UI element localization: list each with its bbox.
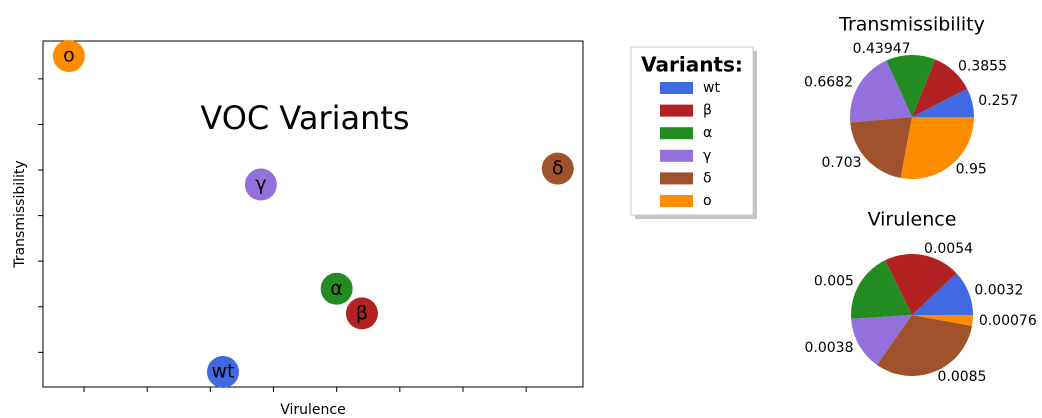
pie-title: Transmissibility (838, 14, 985, 36)
legend-swatch (660, 104, 693, 117)
pie-label: 0.00076 (979, 313, 1037, 329)
pie-label: 0.0085 (938, 369, 987, 385)
point (320, 272, 353, 305)
point (244, 168, 277, 201)
pie-slice (885, 254, 957, 315)
pie-label: 0.0054 (924, 241, 973, 257)
pie-slice (886, 55, 936, 117)
pie-slice (900, 117, 974, 179)
legend-title: Variants: (641, 53, 743, 77)
legend-label: wt (703, 80, 720, 96)
legend-label: γ (703, 148, 711, 164)
legend-swatch (660, 82, 693, 94)
y-axis-label: Transmissibility (12, 160, 28, 268)
pie-label: 0.3855 (958, 59, 1007, 75)
x-axis-label: Virulence (280, 402, 345, 418)
pie-label: 0.257 (978, 93, 1018, 109)
pie-label: 0.005 (814, 273, 854, 289)
pie-slice (876, 315, 973, 376)
pie-label: 0.95 (956, 161, 987, 177)
point-label: o (63, 45, 75, 67)
legend-label: α (703, 125, 712, 141)
point-label: δ (552, 157, 564, 179)
pie-slice (850, 260, 912, 319)
pie-title: Virulence (868, 209, 957, 231)
point (207, 355, 239, 388)
pie-slice (851, 315, 912, 365)
point (52, 40, 85, 73)
legend-swatch (660, 172, 693, 185)
pie-slice (912, 59, 968, 117)
legend-swatch (660, 127, 693, 140)
legend-label: o (703, 193, 712, 209)
point-label: β (356, 302, 368, 324)
point-label: wt (212, 360, 235, 382)
pie-slice (912, 315, 973, 326)
pie-label: 0.43947 (853, 41, 911, 57)
annotation: VOC Variants (200, 99, 409, 137)
legend-swatch (660, 149, 693, 162)
plot-frame (42, 40, 584, 388)
point (541, 152, 574, 185)
pie-slice (850, 60, 912, 123)
point-label: α (330, 277, 343, 299)
legend-swatch (660, 195, 693, 207)
pie-slice (912, 88, 974, 117)
pie-label: 0.0032 (974, 282, 1023, 298)
legend-label: δ (703, 170, 712, 186)
legend-label: β (703, 103, 712, 119)
point (345, 297, 378, 330)
pie-slice (850, 117, 912, 178)
pie-label: 0.6682 (804, 75, 853, 91)
point-label: γ (255, 173, 266, 195)
pie-slice (912, 273, 973, 315)
pie-label: 0.0038 (804, 340, 853, 356)
pie-label: 0.703 (821, 155, 861, 171)
